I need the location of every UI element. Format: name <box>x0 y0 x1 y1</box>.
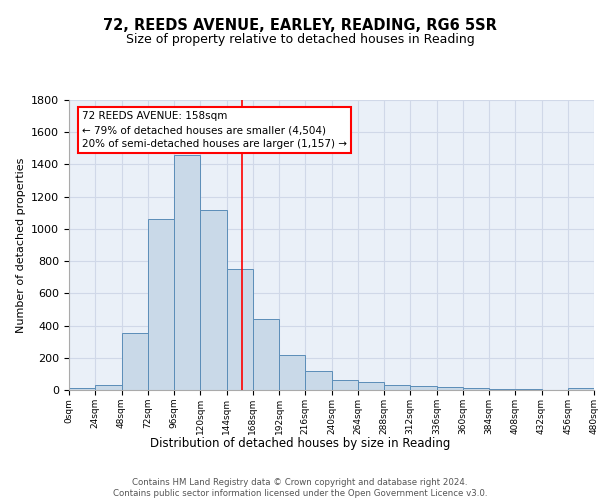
Bar <box>331 380 358 390</box>
Text: 72 REEDS AVENUE: 158sqm
← 79% of detached houses are smaller (4,504)
20% of semi: 72 REEDS AVENUE: 158sqm ← 79% of detache… <box>82 112 347 150</box>
Bar <box>489 388 515 390</box>
Bar <box>384 385 410 390</box>
Bar <box>410 386 437 390</box>
Text: 72, REEDS AVENUE, EARLEY, READING, RG6 5SR: 72, REEDS AVENUE, EARLEY, READING, RG6 5… <box>103 18 497 32</box>
Bar <box>568 388 594 390</box>
Bar <box>95 385 121 390</box>
Bar <box>358 382 384 390</box>
Bar <box>463 388 489 390</box>
Bar <box>305 370 331 390</box>
Text: Contains HM Land Registry data © Crown copyright and database right 2024.
Contai: Contains HM Land Registry data © Crown c… <box>113 478 487 498</box>
Bar <box>200 210 227 390</box>
Bar <box>515 389 542 390</box>
Bar <box>148 219 174 390</box>
Bar <box>227 269 253 390</box>
Text: Distribution of detached houses by size in Reading: Distribution of detached houses by size … <box>150 438 450 450</box>
Bar <box>279 354 305 390</box>
Bar <box>121 333 148 390</box>
Text: Size of property relative to detached houses in Reading: Size of property relative to detached ho… <box>125 32 475 46</box>
Bar <box>437 387 463 390</box>
Y-axis label: Number of detached properties: Number of detached properties <box>16 158 26 332</box>
Bar <box>253 319 279 390</box>
Bar <box>69 388 95 390</box>
Bar <box>174 155 200 390</box>
